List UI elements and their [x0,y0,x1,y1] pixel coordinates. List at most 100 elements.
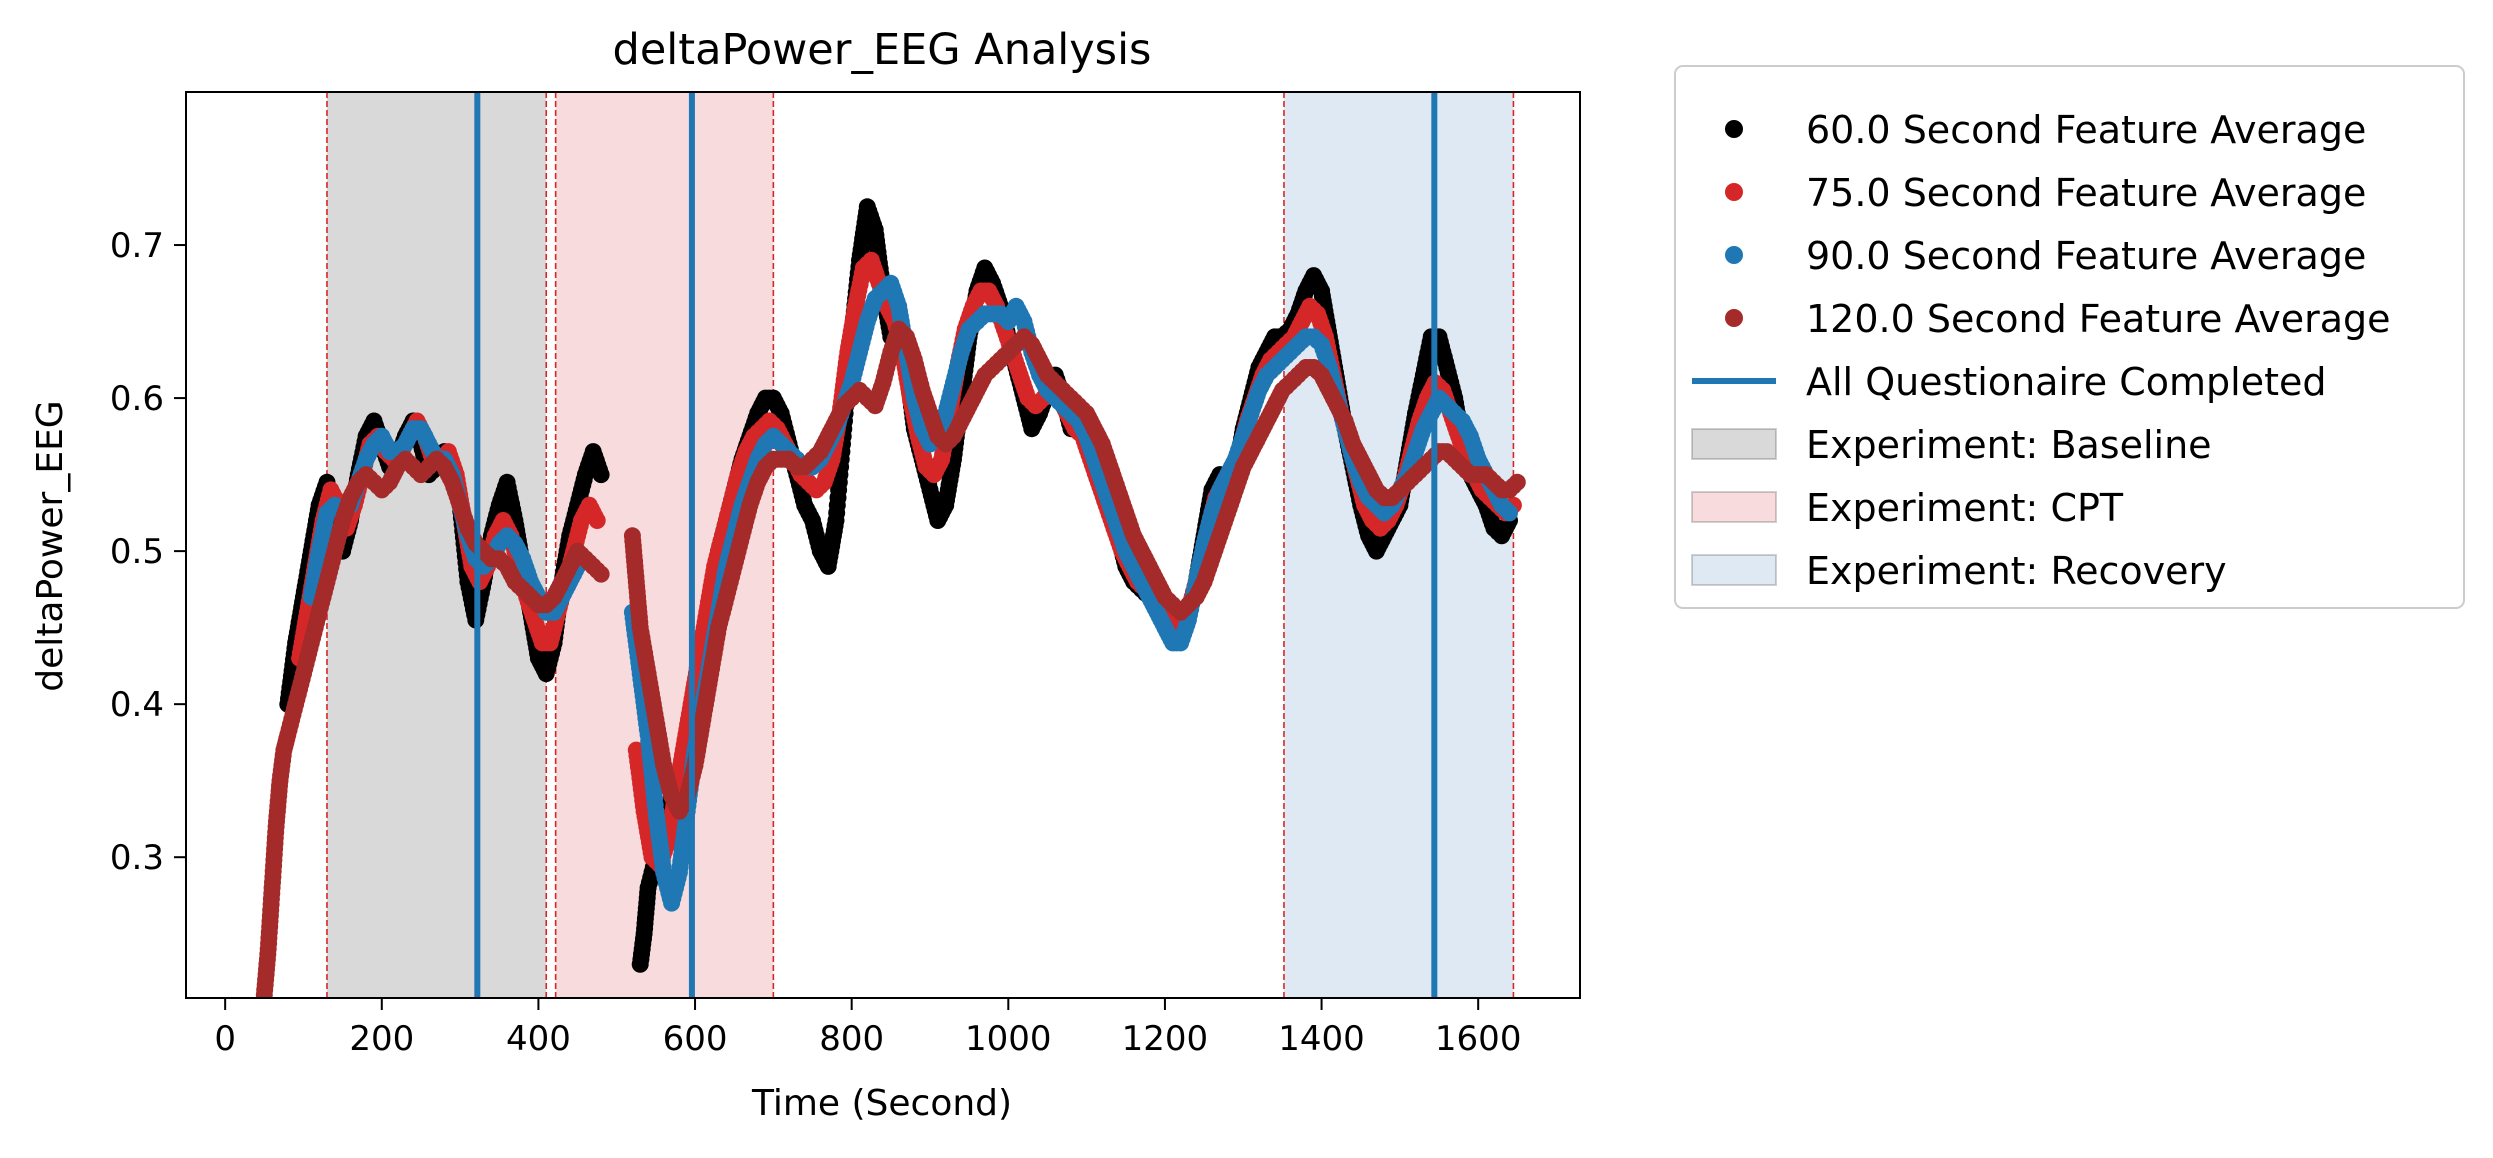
series-4-point-83-i3 [883,339,901,357]
series-4-point-62-i4 [719,583,737,601]
x-tick-label-5: 800 [819,1019,884,1059]
series-1-point-43-i4 [632,950,650,968]
series-2-point-41-i9 [628,747,646,765]
series-1-point-144-i5 [1416,361,1433,379]
series-4-point-8-i4 [280,721,298,739]
plot-area: 0 200 400 600 800 1000 1200 1400 1600 0.3 0.4 0.5 0.… [110,91,1581,1059]
series-1-point-44-i7 [636,920,654,938]
y-axis-label: deltaPower_EEG [30,400,71,691]
series-4-point-113-i3 [1118,509,1136,526]
y-tick-label-4: 0.6 [110,379,164,419]
series-3-point-146-i3 [1463,432,1481,450]
series-3-point-80-i4 [946,369,964,387]
x-tick-label-3: 400 [506,1019,571,1059]
series-4-point-30-i3 [453,501,471,519]
series-4-point-49-i7 [624,532,642,550]
series-4-point-65-i3 [742,492,760,510]
series-4-point-13-i4 [319,568,337,586]
series-2-point-39 [588,512,606,529]
series-2-point-69-i5 [848,292,866,310]
x-tick-label-2: 200 [349,1019,414,1059]
series-4-point-10-i4 [296,660,314,677]
series-2-point-32-i3 [527,616,545,634]
series-4-point-110-i3 [1095,440,1113,458]
series-4-point-126-i3 [1220,499,1238,517]
series-4-point-4-i9 [264,873,281,891]
x-axis-label: Time (Second) [751,1083,1012,1124]
series-3-point-67-i4 [844,369,862,387]
series-4-point-15-i3 [335,507,353,525]
series-2-point-71-i3 [864,256,882,274]
series-4-point-54-i4 [656,762,674,779]
x-tick-label-9: 1600 [1435,1019,1522,1059]
x-tick-label-6: 1000 [965,1019,1052,1059]
series-4-point-124-i3 [1205,545,1222,563]
legend-label-90-0-second-feature-average: 90.0 Second Feature Average [1806,234,2366,278]
series-1-point-69-i10 [828,504,846,522]
legend-marker-60-0-second-feature-average [1725,120,1743,138]
legend-marker-120-0-second-feature-average [1725,309,1743,327]
series-3-point-69-i3 [860,308,878,326]
legend-marker-experiment-baseline [1691,428,1777,460]
x-tick-label-8: 1400 [1278,1019,1365,1059]
series-4-point-112-i3 [1111,486,1128,503]
series-4-point-51-i7 [632,624,650,642]
series-3-point-118-i3 [1244,400,1262,418]
series-4-point-50-i7 [628,578,646,596]
series-4-point-61-i4 [711,614,729,631]
series-1-point-41-i3 [586,447,604,465]
series-4-point-29-i3 [445,478,463,496]
series-1-point-66-i4 [805,517,823,535]
series-4-point-125-i3 [1212,522,1230,540]
plot-content [255,92,1526,998]
legend-marker-experiment-cpt [1691,491,1777,523]
series-4-point-3-i9 [260,935,278,952]
legend-label-experiment-baseline: Experiment: Baseline [1806,423,2212,467]
series-3-point-127-i3 [1314,340,1332,358]
legend-label-120-0-second-feature-average: 120.0 Second Feature Average [1806,297,2391,341]
series-2-point-65-i3 [817,469,835,487]
series-1-point-30-i5 [499,479,517,497]
series-2-point-90-i3 [1013,371,1031,389]
y-tick-label-3: 0.5 [110,532,164,572]
series-1-point-35-i4 [539,660,557,677]
series-4-point-81-i3 [868,392,886,410]
legend-marker-90-0-second-feature-average [1725,246,1743,264]
series-4-point-2-i7 [256,981,274,998]
series-4-point-47 [592,565,610,583]
series-4-point-141-i3 [1338,417,1356,435]
legend-frame [1674,65,2465,609]
series-1-point-131-i7 [1313,287,1331,305]
series-4-point-9-i4 [288,690,306,708]
x-tick-label-1: 0 [214,1019,236,1059]
x-tick-label-4: 600 [663,1019,728,1059]
legend-label-all-questionaire-completed: All Questionaire Completed [1806,360,2327,404]
series-4-point-59-i7 [695,705,713,723]
series-3-point-73-i7 [891,302,908,320]
series-3-point-81-i3 [954,339,972,357]
series-3-point-68-i4 [852,338,870,356]
legend-marker-75-0-second-feature-average [1725,183,1743,201]
series-2-point-34-i4 [543,629,560,647]
series-3-point-29-i3 [515,554,533,572]
series-3-point-113-i3 [1205,499,1222,517]
legend-label-experiment-cpt: Experiment: CPT [1806,486,2124,530]
series-4-point-11-i4 [304,629,322,647]
series-4-point-12-i4 [311,598,329,616]
series-1-point-73-i3 [860,202,878,220]
series-4-point-64-i4 [734,522,752,540]
series-1-point-68-i7 [820,552,838,570]
legend-label-experiment-recovery: Experiment: Recovery [1806,549,2227,593]
y-tick-label-2: 0.4 [110,685,164,725]
series-4-point-63-i4 [727,552,744,570]
series-4-point-87-i3 [915,386,933,404]
series-3-point-109-i3 [1173,629,1191,647]
chart-title: deltaPower_EEG Analysis [613,25,1152,75]
legend-marker-experiment-recovery [1691,554,1777,586]
x-tick-label-7: 1200 [1122,1019,1209,1059]
series-1-point-45-i4 [640,874,658,892]
series-4-point-85-i3 [899,333,917,350]
series-1-point-83-i7 [938,491,955,509]
series-2-point-128-i3 [1310,310,1328,327]
